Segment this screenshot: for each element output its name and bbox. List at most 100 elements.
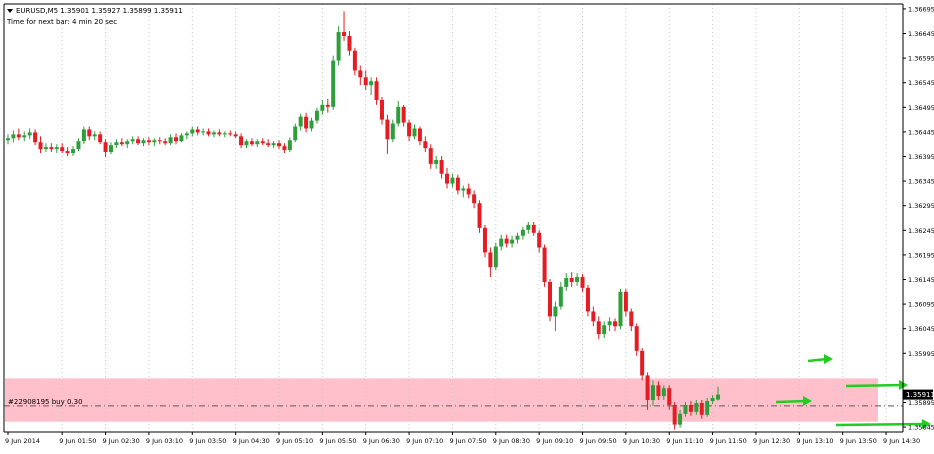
- price-tick-label: 1.36145: [908, 276, 934, 284]
- bull-candle-body: [493, 246, 498, 268]
- bear-candle-body: [282, 146, 287, 151]
- time-tick-label: 9 Jun 13:50: [840, 437, 877, 445]
- bull-candle-body: [694, 402, 699, 412]
- time-tick-label: 9 Jun 2014: [5, 437, 40, 445]
- bear-candle-body: [472, 194, 477, 204]
- bull-candle-body: [179, 135, 184, 142]
- bull-candle-body: [683, 404, 688, 414]
- bull-candle-body: [650, 385, 655, 401]
- time-tick-layer: 9 Jun 2014 9 Jun 01:50 9 Jun 02:30 9 Jun 03…: [5, 432, 920, 445]
- bear-candle-body: [358, 70, 363, 78]
- bear-candle-body: [439, 159, 444, 174]
- price-zone: [5, 378, 878, 422]
- arrow-shaft: [775, 399, 807, 404]
- time-tick-label: 9 Jun 13:10: [796, 437, 833, 445]
- bear-candle-body: [228, 133, 233, 135]
- arrow-head: [922, 419, 931, 429]
- bull-candle-body: [211, 132, 216, 135]
- bull-candle-body: [222, 133, 227, 135]
- bull-candle-body: [678, 413, 683, 425]
- price-tick-label: 1.36595: [908, 55, 934, 63]
- bull-candle-body: [11, 134, 16, 139]
- bull-candle-body: [526, 224, 531, 230]
- bear-candle-body: [65, 151, 70, 154]
- bear-candle-body: [699, 402, 704, 415]
- bull-candle-body: [293, 126, 298, 141]
- bear-candle-body: [613, 321, 618, 327]
- arrow-icon[interactable]: [807, 354, 833, 364]
- bull-candle-body: [716, 394, 721, 400]
- arrow-head: [824, 354, 833, 364]
- bull-candle-body: [152, 140, 157, 143]
- bull-candle-body: [76, 141, 81, 150]
- bear-candle-body: [591, 311, 596, 322]
- price-tick-label: 1.36095: [908, 301, 934, 309]
- bull-candle-body: [71, 149, 76, 154]
- bear-candle-body: [580, 277, 585, 288]
- order-label[interactable]: #22908195 buy 0.30: [8, 398, 83, 406]
- bear-candle-body: [347, 35, 352, 51]
- zone-layer: [5, 378, 878, 422]
- bull-candle-body: [515, 235, 520, 240]
- bear-candle-body: [423, 141, 428, 149]
- bull-candle-body: [553, 306, 558, 317]
- bear-candle-body: [629, 311, 634, 327]
- bear-candle-body: [407, 122, 412, 137]
- bull-candle-body: [92, 134, 97, 137]
- price-tick-label: 1.36645: [908, 30, 934, 38]
- time-tick-label: 9 Jun 06:30: [363, 437, 400, 445]
- bear-candle-body: [542, 247, 547, 282]
- bear-candle-body: [174, 137, 179, 142]
- triangle-down-icon[interactable]: [7, 9, 13, 13]
- bull-candle-body: [558, 286, 563, 307]
- bull-candle-body: [564, 278, 569, 287]
- bear-candle-body: [266, 143, 271, 146]
- price-tick-label: 1.36695: [908, 5, 934, 13]
- price-tick-label: 1.36495: [908, 104, 934, 112]
- bear-candle-body: [38, 142, 43, 150]
- bear-candle-body: [445, 173, 450, 184]
- bull-candle-body: [661, 388, 666, 397]
- bull-candle-body: [271, 143, 276, 146]
- bull-candle-body: [499, 238, 504, 247]
- arrow-icon[interactable]: [835, 419, 931, 429]
- bull-candle-body: [320, 104, 325, 111]
- bull-candle-body: [309, 120, 314, 129]
- bear-candle-body: [477, 203, 482, 228]
- bull-candle-body: [125, 141, 130, 145]
- price-tick-label: 1.36045: [908, 325, 934, 333]
- price-tick-layer: 1.36695 1.36645 1.36595 1.36545 1.36495 1.364…: [903, 5, 934, 432]
- bear-candle-body: [195, 129, 200, 133]
- time-tick-label: 9 Jun 03:10: [146, 437, 183, 445]
- price-tick-label: 1.36195: [908, 251, 934, 259]
- bull-candle-body: [190, 129, 195, 134]
- time-tick-label: 9 Jun 10:30: [623, 437, 660, 445]
- bear-candle-body: [217, 132, 222, 135]
- current-price-tag: 1.35911: [903, 389, 934, 400]
- bull-candle-body: [450, 177, 455, 184]
- bear-candle-body: [482, 227, 487, 253]
- arrow-icon[interactable]: [775, 396, 812, 406]
- axis-layer: [3, 3, 904, 433]
- bear-candle-body: [352, 50, 357, 71]
- bear-candle-body: [277, 143, 281, 147]
- bear-candle-body: [656, 385, 661, 397]
- time-tick-label: 9 Jun 07:50: [449, 437, 486, 445]
- next-bar-timer: Time for next bar: 4 min 20 sec: [6, 18, 117, 26]
- bear-candle-body: [401, 106, 406, 123]
- bear-candle-body: [163, 141, 168, 144]
- price-tick-label: 1.36395: [908, 153, 934, 161]
- bear-candle-body: [363, 77, 368, 86]
- bull-candle-body: [575, 277, 580, 282]
- price-tick-label: 1.36345: [908, 178, 934, 186]
- bull-candle-body: [412, 128, 417, 137]
- bear-candle-body: [304, 116, 309, 129]
- bull-candle-body: [244, 141, 249, 146]
- time-tick-label: 9 Jun 09:10: [536, 437, 573, 445]
- price-tick-label: 1.35995: [908, 350, 934, 358]
- arrow-shaft: [835, 422, 926, 427]
- bear-candle-body: [585, 287, 590, 312]
- bear-candle-body: [645, 375, 650, 401]
- bear-candle-body: [342, 32, 347, 36]
